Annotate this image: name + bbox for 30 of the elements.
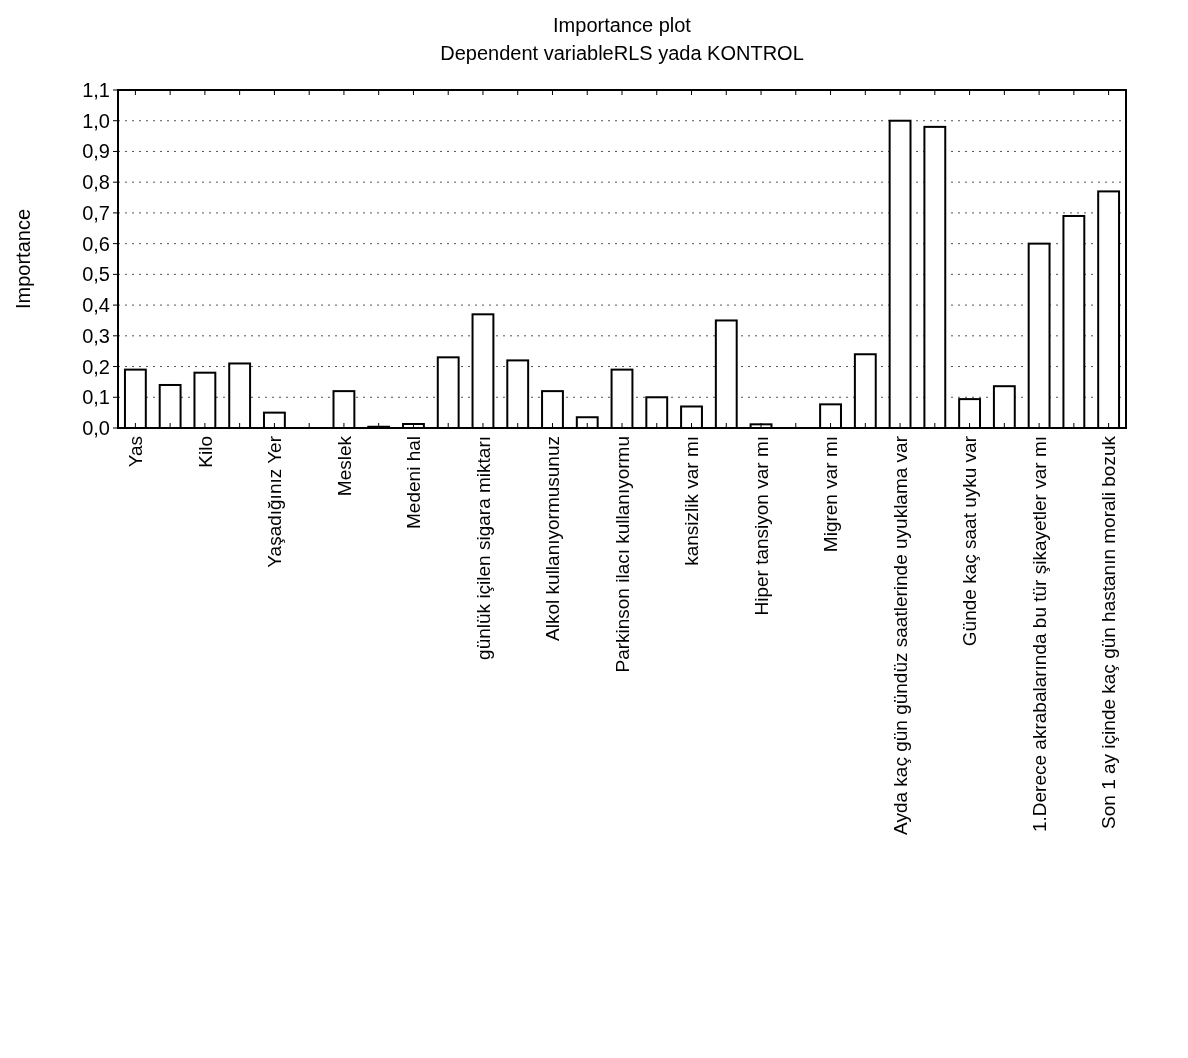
y-tick-label: 0,2: [82, 355, 110, 378]
x-tick-label: Ayda kaç gün gündüz saatlerinde uyuklama var: [889, 435, 911, 835]
x-tick-label: Yas: [125, 436, 147, 468]
y-axis-title: Importance: [12, 208, 34, 310]
y-tick-label: 0,9: [82, 140, 110, 163]
y-tick-label: 0,3: [82, 324, 110, 347]
x-tick-label: Medeni hal: [403, 436, 425, 529]
y-tick-label: 0,4: [82, 294, 110, 317]
y-tick-label: 0,8: [82, 171, 110, 194]
x-tick-label: Migren var mı: [820, 436, 842, 553]
x-tick-label: Günde kaç saat uyku var: [959, 435, 981, 647]
y-tick-label: 0,7: [82, 201, 110, 224]
x-tick-label: Kilo: [194, 436, 216, 468]
x-tick-label: günlük içilen sigara miktarı: [472, 436, 494, 660]
x-tick-label: Parkinson ilacı kullanıyormu: [611, 436, 633, 673]
y-tick-label: 0,6: [82, 232, 110, 255]
y-tick-label: 0,0: [82, 417, 110, 439]
y-tick-label: 1,1: [82, 79, 110, 101]
x-tick-label: Alkol kullanıyormusunuz: [542, 436, 564, 641]
chart-subtitle: Dependent variableRLS yada KONTROL: [440, 42, 804, 64]
x-tick-label: 1.Derece akrabalarında bu tür şikayetler var mı: [1028, 436, 1050, 833]
y-tick-label: 0,1: [82, 386, 110, 409]
chart-title: Importance plot: [553, 14, 692, 36]
x-tick-label: Hiper tansiyon var mı: [750, 436, 772, 616]
y-tick-label: 0,5: [82, 263, 110, 286]
x-tick-label: Son 1 ay içinde kaç gün hastanın morali bozuk: [1098, 435, 1120, 829]
y-tick-label: 1,0: [82, 109, 110, 132]
x-tick-label: Meslek: [333, 435, 355, 497]
x-tick-label: Yaşadığınız Yer: [264, 435, 286, 568]
x-tick-label: kansizlik var mı: [681, 436, 703, 566]
